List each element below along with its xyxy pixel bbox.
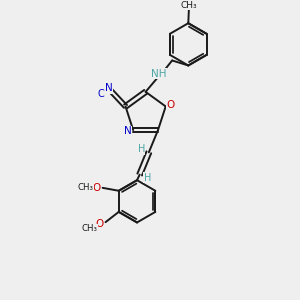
Text: CH₃: CH₃ — [81, 224, 98, 233]
Text: NH: NH — [151, 69, 166, 79]
Text: O: O — [95, 219, 103, 229]
Text: O: O — [92, 183, 100, 193]
Text: H: H — [144, 173, 151, 183]
Text: H: H — [138, 144, 145, 154]
Text: CH₃: CH₃ — [78, 183, 94, 192]
Text: CH₃: CH₃ — [181, 1, 197, 10]
Text: O: O — [167, 100, 175, 110]
Text: N: N — [124, 126, 132, 136]
Text: C: C — [98, 89, 104, 99]
Text: N: N — [105, 83, 113, 93]
